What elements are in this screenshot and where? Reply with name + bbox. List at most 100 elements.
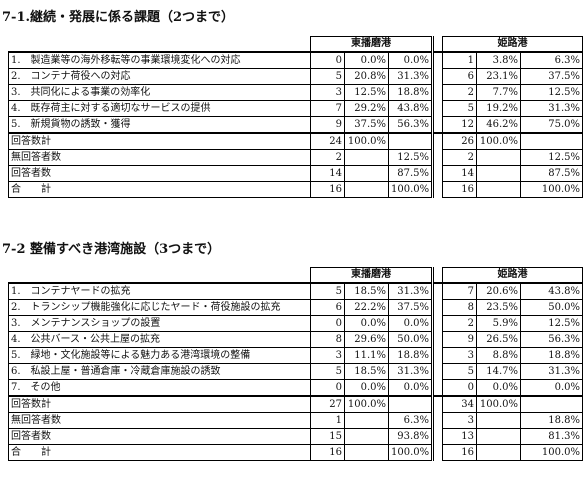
cell-b-p2: 43.8%	[520, 282, 584, 300]
summary-label: 無回答者数	[8, 149, 311, 166]
cell-a-p2: 43.8%	[387, 100, 434, 117]
table-row: 1. 製造業等の海外移転等の事業環境変化への対応 0 0.0% 0.0% 1 3.8% 6.…	[8, 51, 584, 69]
cell-b-p1: 19.2%	[476, 100, 522, 117]
cell-b-p2: 37.5%	[520, 68, 584, 85]
cell-b-p2: 100.0%	[520, 181, 584, 198]
cell-a-p1: 29.6%	[344, 331, 389, 348]
cell-b-p2: 6.3%	[520, 51, 584, 69]
section2-body: 東播磨港 姫路港 1. コンテナヤードの拡充 5 18.5% 31.3% 7 20.6% 4…	[8, 267, 584, 461]
cell-b-p2: 12.5%	[520, 149, 584, 166]
table-row: 5. 緑地・文化施設等による魅力ある港湾環境の整備 3 11.1% 18.8% 3 8.8…	[8, 347, 584, 364]
item-label: 7. その他	[8, 379, 311, 397]
cell-b-n: 12	[442, 116, 478, 134]
cell-a-n: 24	[310, 132, 345, 150]
item-label: 3. メンテナンスショップの設置	[8, 315, 311, 332]
cell-b-p2: 81.3%	[520, 428, 584, 445]
cell-a-p2: 18.8%	[387, 347, 434, 364]
cell-b-p2	[520, 132, 584, 150]
cell-b-p1: 5.9%	[476, 315, 522, 332]
cell-a-n: 3	[310, 84, 345, 101]
cell-a-n: 27	[310, 395, 345, 413]
cell-b-p1: 23.5%	[476, 299, 522, 316]
summary-row: 回答者数 14 87.5% 14 87.5%	[8, 165, 584, 182]
cell-a-p1: 0.0%	[344, 315, 389, 332]
cell-a-p2: 37.5%	[387, 299, 434, 316]
cell-a-p1	[344, 412, 389, 429]
cell-b-p1: 8.8%	[476, 347, 522, 364]
cell-a-n: 3	[310, 347, 345, 364]
cell-a-p1: 0.0%	[344, 379, 389, 397]
cell-a-n: 1	[310, 412, 345, 429]
summary-row: 合 計 16 100.0% 16 100.0%	[8, 181, 584, 198]
cell-b-p1: 7.7%	[476, 84, 522, 101]
cell-b-n: 5	[442, 363, 478, 380]
cell-a-p1	[344, 149, 389, 166]
cell-b-p2: 0.0%	[520, 379, 584, 397]
cell-a-p1: 12.5%	[344, 84, 389, 101]
item-label: 5. 緑地・文化施設等による魅力ある港湾環境の整備	[8, 347, 311, 364]
cell-a-p2: 0.0%	[387, 315, 434, 332]
cell-a-n: 7	[310, 100, 345, 117]
cell-b-n: 2	[442, 149, 478, 166]
col-header-himeji: 姫路港	[442, 267, 584, 284]
cell-a-p2: 56.3%	[387, 116, 434, 134]
cell-b-n: 0	[442, 379, 478, 397]
cell-b-n: 6	[442, 68, 478, 85]
cell-b-p2: 18.8%	[520, 347, 584, 364]
cell-a-p2: 18.8%	[387, 84, 434, 101]
section2-table: 東播磨港 姫路港 1. コンテナヤードの拡充 5 18.5% 31.3% 7 20.6% 4…	[8, 267, 584, 461]
cell-a-p2: 100.0%	[387, 444, 434, 461]
cell-a-p2: 0.0%	[387, 51, 434, 69]
cell-b-p2: 31.3%	[520, 363, 584, 380]
cell-a-p1	[344, 181, 389, 198]
item-label: 5. 新規貨物の誘致・獲得	[8, 116, 311, 134]
table-row: 2. トランシップ機能強化に応じたヤード・荷役施設の拡充 6 22.2% 37.5% 8…	[8, 299, 584, 316]
item-label: 3. 共同化による事業の効率化	[8, 84, 311, 101]
cell-a-p1: 22.2%	[344, 299, 389, 316]
table-row: 3. メンテナンスショップの設置 0 0.0% 0.0% 2 5.9% 12.5%	[8, 315, 584, 332]
cell-a-p1: 37.5%	[344, 116, 389, 134]
col-header-higashiharima: 東播磨港	[309, 36, 434, 53]
cell-a-n: 16	[310, 444, 345, 461]
table-row: 7. その他 0 0.0% 0.0% 0 0.0% 0.0%	[8, 379, 584, 397]
cell-a-n: 8	[310, 331, 345, 348]
cell-b-p1: 3.8%	[476, 51, 522, 69]
summary-row: 回答者数 15 93.8% 13 81.3%	[8, 428, 584, 445]
cell-a-n: 6	[310, 299, 345, 316]
cell-b-n: 3	[442, 412, 478, 429]
cell-b-p1: 100.0%	[476, 132, 522, 150]
cell-b-p2: 18.8%	[520, 412, 584, 429]
item-label: 2. トランシップ機能強化に応じたヤード・荷役施設の拡充	[8, 299, 311, 316]
cell-b-p1: 23.1%	[476, 68, 522, 85]
section1-title: 7-1.継続・発展に係る課題（2つまで）	[2, 10, 235, 25]
summary-row: 無回答者数 1 6.3% 3 18.8%	[8, 412, 584, 429]
cell-a-p2: 6.3%	[387, 412, 434, 429]
cell-a-p1: 100.0%	[344, 395, 389, 413]
cell-b-p1: 100.0%	[476, 395, 522, 413]
cell-a-n: 5	[310, 68, 345, 85]
cell-b-n: 5	[442, 100, 478, 117]
summary-label: 回答数計	[8, 132, 311, 150]
cell-a-n: 14	[310, 165, 345, 182]
cell-b-n: 8	[442, 299, 478, 316]
col-header-higashiharima: 東播磨港	[309, 267, 434, 284]
summary-row: 回答数計 24 100.0% 26 100.0%	[8, 132, 584, 150]
cell-b-p2: 12.5%	[520, 315, 584, 332]
cell-b-p1	[476, 149, 522, 166]
item-label: 4. 公共バース・公共上屋の拡充	[8, 331, 311, 348]
cell-a-p1: 0.0%	[344, 51, 389, 69]
cell-b-n: 7	[442, 282, 478, 300]
cell-a-p2: 87.5%	[387, 165, 434, 182]
cell-a-p1	[344, 428, 389, 445]
summary-row: 回答数計 27 100.0% 34 100.0%	[8, 395, 584, 413]
summary-label: 回答者数	[8, 428, 311, 445]
cell-b-p1: 26.5%	[476, 331, 522, 348]
cell-a-n: 0	[310, 315, 345, 332]
summary-label: 合 計	[8, 181, 311, 198]
cell-a-p1: 20.8%	[344, 68, 389, 85]
cell-b-n: 16	[442, 181, 478, 198]
cell-b-n: 1	[442, 51, 478, 69]
cell-b-p1	[476, 412, 522, 429]
item-label: 4. 既存荷主に対する適切なサービスの提供	[8, 100, 311, 117]
cell-a-p1: 29.2%	[344, 100, 389, 117]
